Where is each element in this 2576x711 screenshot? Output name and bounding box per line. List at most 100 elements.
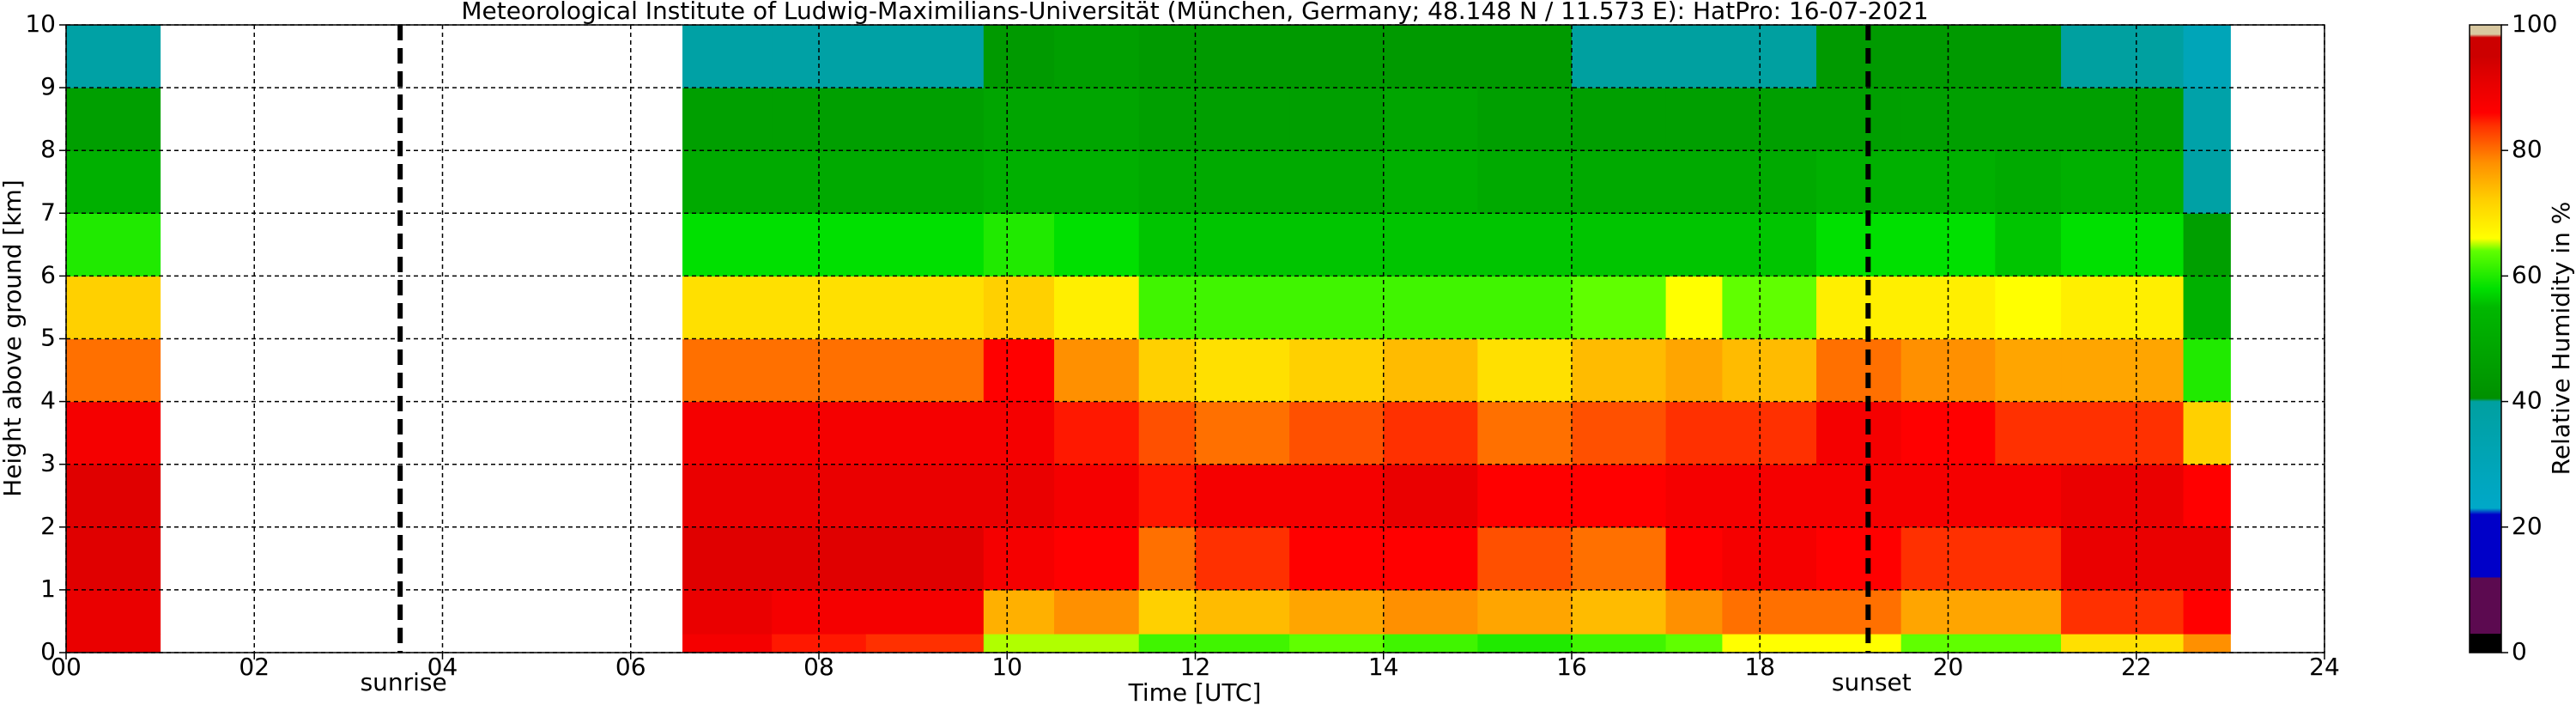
heatmap-cell <box>1477 634 1573 653</box>
heatmap-cell <box>1900 589 1996 635</box>
heatmap-cell <box>1477 401 1573 465</box>
heatmap-cell <box>1054 634 1140 653</box>
heatmap-cell <box>1665 634 1723 653</box>
heatmap-cell <box>682 338 773 403</box>
heatmap-cell <box>66 25 161 88</box>
heatmap-cell <box>2183 338 2231 403</box>
heatmap-cell <box>1722 634 1817 653</box>
heatmap-cell <box>2061 25 2185 88</box>
y-tick-label: 5 <box>40 324 56 352</box>
heatmap-cell <box>1995 526 2062 591</box>
heatmap-cell <box>865 276 985 339</box>
x-tick-label: 20 <box>1933 653 1964 681</box>
heatmap-cell <box>2061 589 2185 635</box>
heatmap-cell <box>1138 634 1196 653</box>
x-tick-label: 12 <box>1180 653 1211 681</box>
heatmap-cell <box>1722 526 1817 591</box>
heatmap-cell <box>1722 25 1817 88</box>
heatmap-cell <box>1665 88 1723 151</box>
heatmap-cell <box>1289 464 1385 528</box>
heatmap-cell <box>1816 634 1902 653</box>
heatmap-cell <box>1722 401 1817 465</box>
heatmap-cell <box>1138 338 1196 403</box>
heatmap-cell <box>1995 25 2062 88</box>
heatmap-cell <box>1722 213 1817 276</box>
heatmap-cell <box>1477 25 1573 88</box>
heatmap-cell <box>1138 589 1196 635</box>
heatmap-cell <box>2183 526 2231 591</box>
x-tick-label: 18 <box>1744 653 1775 681</box>
colorbar-tick-label: 100 <box>2512 9 2557 38</box>
y-tick-label: 0 <box>40 637 56 665</box>
heatmap-cell <box>1722 88 1817 151</box>
heatmap-cell <box>1195 464 1290 528</box>
heatmap-cell <box>1816 464 1902 528</box>
heatmap-cell <box>2183 213 2231 276</box>
heatmap-cell <box>2183 88 2231 151</box>
heatmap-cell <box>1054 526 1140 591</box>
heatmap-cell <box>1195 213 1290 276</box>
heatmap-cell <box>1722 150 1817 214</box>
heatmap-cell <box>865 464 985 528</box>
heatmap-cell <box>983 401 1055 465</box>
heatmap-cell <box>1138 150 1196 214</box>
heatmap-cell <box>983 150 1055 214</box>
heatmap-cell <box>1289 589 1385 635</box>
heatmap-cell <box>682 634 773 653</box>
heatmap-cell <box>1995 338 2062 403</box>
heatmap-cell <box>1054 464 1140 528</box>
heatmap-cell <box>1722 276 1817 339</box>
x-tick-label: 00 <box>51 653 82 681</box>
heatmap-cell <box>2061 150 2185 214</box>
heatmap-cell <box>2061 401 2185 465</box>
heatmap-cell <box>1289 634 1385 653</box>
heatmap-cell <box>1054 401 1140 465</box>
annotation-label: sunrise <box>361 668 447 696</box>
y-tick-label: 10 <box>25 9 56 38</box>
heatmap-cell <box>1572 634 1667 653</box>
heatmap-cell <box>1665 589 1723 635</box>
heatmap-cell <box>2061 464 2185 528</box>
heatmap-cell <box>1995 589 2062 635</box>
heatmap-cell <box>682 464 773 528</box>
heatmap-cell <box>1572 526 1667 591</box>
x-tick-label: 16 <box>1556 653 1587 681</box>
heatmap-cell <box>2183 276 2231 339</box>
heatmap-cell <box>1289 401 1385 465</box>
heatmap-cell <box>1477 88 1573 151</box>
x-tick-label: 04 <box>427 653 458 681</box>
heatmap-cell <box>1572 276 1667 339</box>
heatmap-cell <box>1665 213 1723 276</box>
heatmap-cell <box>1816 25 1902 88</box>
heatmap-cell <box>1722 589 1817 635</box>
x-axis-label: Time [UTC] <box>1128 678 1262 707</box>
heatmap-cell <box>1195 526 1290 591</box>
heatmap-cell <box>1816 401 1902 465</box>
heatmap-cell <box>983 526 1055 591</box>
heatmap-cell <box>1054 338 1140 403</box>
heatmap-cell <box>1054 25 1140 88</box>
heatmap-cell <box>2061 526 2185 591</box>
colorbar-tick-label: 80 <box>2512 135 2543 163</box>
heatmap-cell <box>1572 213 1667 276</box>
heatmap-cell <box>2183 25 2231 88</box>
heatmap-cell <box>2061 634 2185 653</box>
y-tick-label: 2 <box>40 512 56 540</box>
heatmap-cell <box>2183 401 2231 465</box>
x-tick-label: 22 <box>2121 653 2152 681</box>
heatmap-cell <box>1383 276 1478 339</box>
heatmap-cell <box>1289 213 1385 276</box>
heatmap-cell <box>865 88 985 151</box>
heatmap-cell <box>865 589 985 635</box>
colorbar <box>2469 24 2502 653</box>
heatmap-cell <box>1195 589 1290 635</box>
heatmap-cell <box>1383 338 1478 403</box>
heatmap-cell <box>2061 276 2185 339</box>
heatmap-cell <box>1383 634 1478 653</box>
heatmap-cell <box>2061 88 2185 151</box>
heatmap-cell <box>1572 150 1667 214</box>
heatmap-cell <box>1383 150 1478 214</box>
heatmap-cell <box>865 150 985 214</box>
heatmap-cell <box>1138 213 1196 276</box>
colorbar-tick-label: 0 <box>2512 637 2527 665</box>
